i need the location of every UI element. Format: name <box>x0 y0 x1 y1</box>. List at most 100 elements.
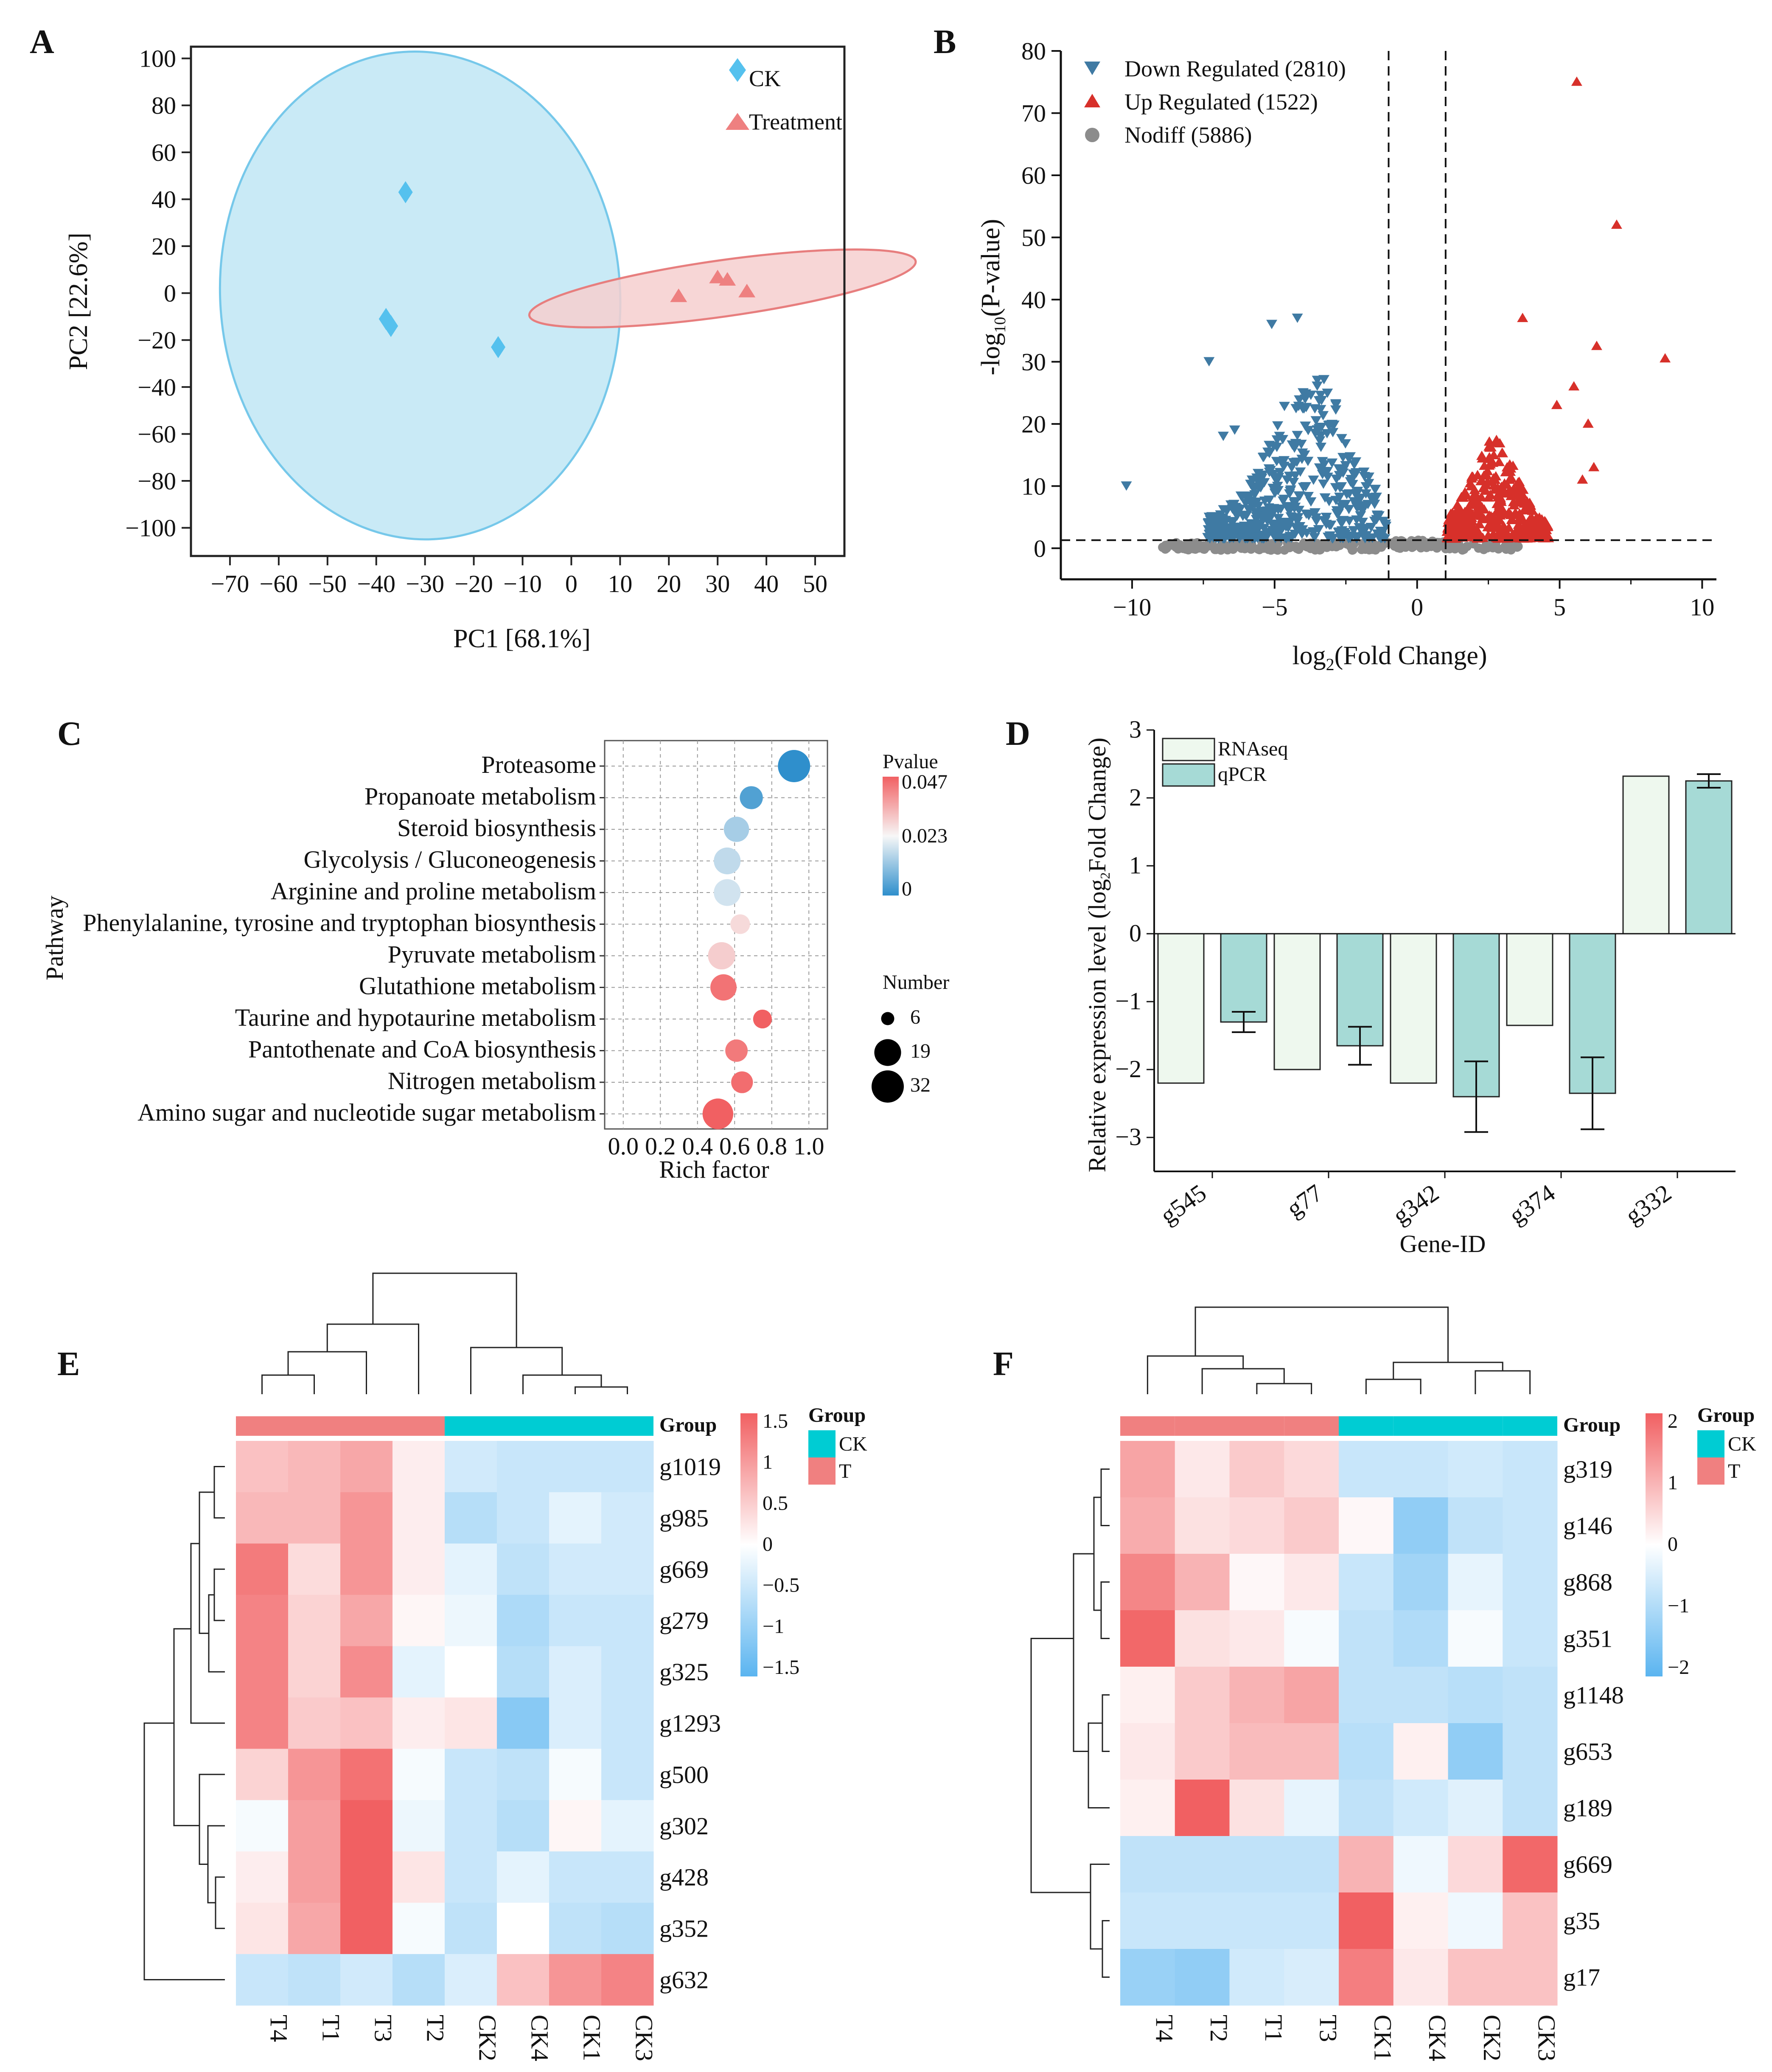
down-point <box>1357 517 1368 527</box>
heatmap-cell <box>288 1492 341 1544</box>
heatmap-column-label: T1 <box>317 2015 345 2042</box>
row-dendrogram-branch <box>173 1628 199 1826</box>
up-outlier-point <box>1582 418 1594 428</box>
down-point <box>1311 517 1322 526</box>
legend-ck-diamond <box>729 58 746 82</box>
up-point <box>1447 524 1459 534</box>
rnaseq-bar-g332 <box>1622 775 1670 935</box>
down-point <box>1375 526 1386 536</box>
pathway-bubble <box>710 974 737 1001</box>
treatment-point-4 <box>738 284 756 298</box>
group-bar-ck <box>497 1416 549 1436</box>
down-point <box>1313 424 1325 433</box>
heatmap-row-label: g1293 <box>659 1710 721 1737</box>
down-point <box>1300 482 1312 491</box>
pathway-bubble <box>778 750 810 782</box>
heatmap-cell <box>1393 1554 1448 1611</box>
heatmap-cell <box>497 1492 550 1544</box>
down-point <box>1360 482 1372 492</box>
nodiff-point <box>1399 540 1409 550</box>
down-point <box>1245 480 1256 489</box>
heatmap-e-body: Group g1019 g985 g669 g279 g325 g1293 g500 g302 g… <box>143 1272 867 2061</box>
heatmap-row-label: g428 <box>659 1864 709 1891</box>
column-dendrogram-branch <box>372 1272 517 1348</box>
down-point <box>1221 506 1233 516</box>
down-point <box>1244 492 1255 502</box>
heatmap-cell <box>601 1441 654 1493</box>
down-point <box>1323 421 1335 430</box>
down-point <box>1348 526 1360 536</box>
validation-x-label: Gene-ID <box>1400 1230 1486 1258</box>
heatmap-cell <box>1503 1836 1558 1893</box>
row-dendrogram-branch <box>1073 1553 1094 1752</box>
heatmap-row-label: g351 <box>1563 1625 1612 1653</box>
down-point <box>1309 429 1321 438</box>
rnaseq-bar-g77 <box>1273 933 1321 1070</box>
validation-legend: RNAseq qPCR <box>1162 738 1288 787</box>
heatmap-color-scale <box>740 1413 757 1676</box>
down-point <box>1315 390 1326 400</box>
up-point <box>1501 479 1513 489</box>
heatmap-cell <box>1448 1610 1503 1667</box>
heatmap-cell <box>549 1646 602 1698</box>
heatmap-cell <box>1229 1836 1284 1893</box>
up-point <box>1467 497 1478 506</box>
pathway-name: Taurine and hypotaurine metabolism <box>235 1004 596 1031</box>
group-bar-ck <box>1503 1416 1557 1436</box>
volcano-x-tick-label: −5 <box>1262 593 1288 621</box>
panel-a-label: A <box>30 23 54 61</box>
heatmap-cell <box>1448 1836 1503 1893</box>
nodiff-point <box>1182 539 1192 549</box>
group-bar-ck <box>445 1416 497 1436</box>
down-point <box>1273 514 1284 523</box>
heatmap-cell <box>1175 1441 1230 1498</box>
pathway-bubble <box>753 1009 772 1029</box>
down-point <box>1293 513 1304 522</box>
legend-qpcr-label: qPCR <box>1218 763 1267 786</box>
group-bar-ck <box>1339 1416 1393 1436</box>
down-point <box>1258 452 1270 462</box>
heatmap-cell <box>236 1492 289 1544</box>
heatmap-scale-label: −2 <box>1668 1656 1689 1679</box>
validation-y-tick-label: 2 <box>1129 783 1141 811</box>
down-point <box>1237 525 1248 534</box>
down-point <box>1308 475 1319 485</box>
down-point <box>1250 512 1262 522</box>
nodiff-point <box>1230 542 1239 552</box>
down-point <box>1349 497 1360 507</box>
heatmap-cell <box>1120 1949 1175 2006</box>
down-point <box>1257 515 1269 525</box>
down-point <box>1333 464 1345 474</box>
group-bar-t <box>1120 1416 1175 1436</box>
pca-x-tick-label: −60 <box>260 570 298 598</box>
treatment-point-1 <box>670 288 687 302</box>
pathway-name: Amino sugar and nucleotide sugar metabol… <box>137 1099 596 1126</box>
column-dendrogram-branch <box>1201 1368 1285 1394</box>
pathway-bubble <box>708 942 735 970</box>
heatmap-cell <box>236 1441 289 1493</box>
down-point <box>1272 532 1283 542</box>
heatmap-cell <box>1284 1892 1339 1949</box>
heatmap-cell <box>1448 1949 1503 2006</box>
enrich-x-tick-label: 0.8 <box>757 1132 788 1160</box>
heatmap-column-label: CK4 <box>526 2015 554 2061</box>
size-legend-label: 32 <box>910 1074 931 1096</box>
panel-f-heatmap: F Groupg319g146g868g351g1148g653g189g669… <box>993 1306 1756 2061</box>
down-point <box>1240 534 1251 544</box>
down-point <box>1309 533 1320 542</box>
down-point <box>1288 458 1299 468</box>
pca-y-tick-label: 100 <box>139 45 176 73</box>
down-point <box>1345 452 1356 462</box>
row-dendrogram-branch <box>1088 1722 1110 1808</box>
down-point <box>1253 469 1264 478</box>
heatmap-cell <box>601 1697 654 1749</box>
down-point <box>1330 496 1342 505</box>
group-legend-title: Group <box>808 1404 866 1426</box>
heatmap-column-label: CK3 <box>631 2015 658 2061</box>
heatmap-cell <box>1339 1610 1394 1667</box>
up-point <box>1494 457 1505 466</box>
heatmap-cell <box>1503 1667 1558 1724</box>
down-point <box>1301 528 1312 538</box>
heatmap-cell <box>1339 1780 1394 1836</box>
row-dendrogram-branch <box>1102 1920 1110 1978</box>
